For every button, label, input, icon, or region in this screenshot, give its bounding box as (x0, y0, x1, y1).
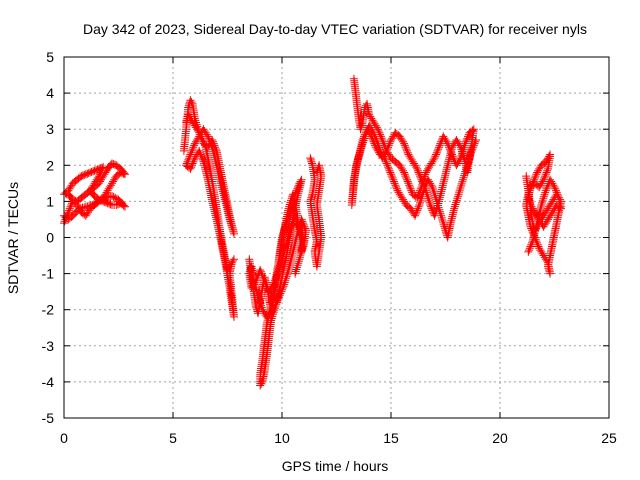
ticks-layer (63, 56, 610, 419)
y-tick-label: -5 (42, 410, 55, 426)
x-tick-label: 0 (60, 430, 68, 446)
y-tick-label: -4 (42, 374, 55, 390)
x-tick-label: 20 (492, 430, 508, 446)
y-tick-label: 5 (46, 49, 54, 65)
x-tick-label: 5 (169, 430, 177, 446)
x-tick-label: 25 (601, 430, 617, 446)
y-tick-label: -2 (42, 302, 55, 318)
y-tick-label: 3 (46, 121, 54, 137)
x-axis-label: GPS time / hours (282, 458, 389, 474)
y-tick-label: 0 (46, 230, 54, 246)
y-tick-label: 1 (46, 193, 54, 209)
y-tick-label: 4 (46, 85, 54, 101)
chart-title: Day 342 of 2023, Sidereal Day-to-day VTE… (83, 21, 587, 37)
tick-labels-layer: 0 5 10 15 20 25 -5 -4 -3 -2 -1 0 1 2 3 4 5 (42, 49, 617, 446)
y-axis-label: SDTVAR / TECUs (5, 182, 21, 294)
y-tick-label: -1 (42, 266, 55, 282)
y-tick-label: 2 (46, 157, 54, 173)
x-tick-label: 10 (274, 430, 290, 446)
y-tick-label: -3 (42, 338, 55, 354)
x-tick-label: 15 (383, 430, 399, 446)
